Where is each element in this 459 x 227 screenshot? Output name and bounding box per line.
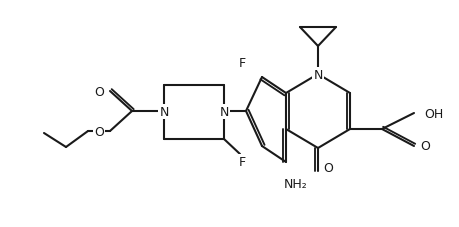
Text: O: O	[94, 85, 104, 98]
Text: O: O	[94, 125, 104, 138]
Text: N: N	[219, 105, 228, 118]
Text: OH: OH	[423, 107, 442, 120]
Text: N: N	[159, 105, 168, 118]
Text: F: F	[238, 56, 245, 69]
Text: O: O	[419, 140, 429, 153]
Text: F: F	[238, 155, 245, 168]
Text: O: O	[322, 161, 332, 174]
Text: N: N	[313, 68, 322, 81]
Text: NH₂: NH₂	[284, 178, 307, 191]
